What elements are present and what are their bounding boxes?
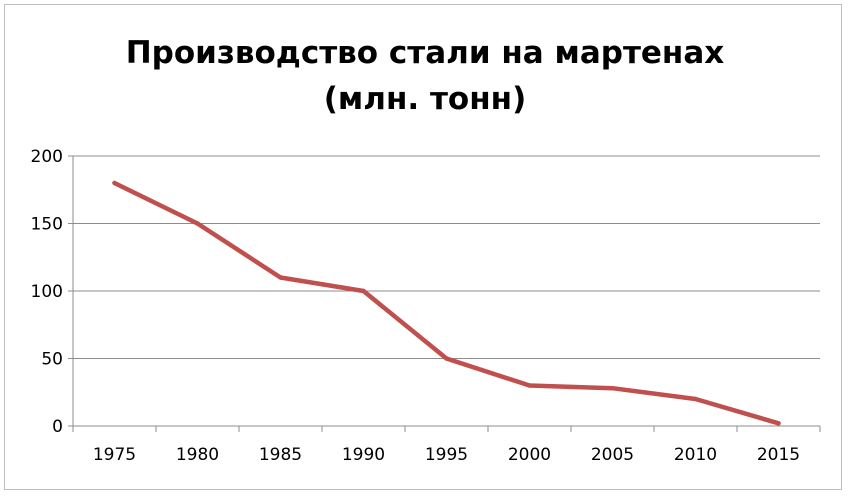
data-point: [527, 383, 532, 388]
chart-frame: [4, 4, 842, 490]
y-tick-label: 100: [31, 282, 63, 302]
chart-title-line-1: Производство стали на мартенах: [125, 35, 725, 71]
x-tick-label: 2005: [591, 445, 634, 465]
data-point: [444, 356, 449, 361]
data-point: [112, 180, 117, 186]
series-group: [112, 180, 781, 426]
data-point: [278, 275, 283, 280]
x-tick-label: 1985: [259, 445, 302, 465]
x-tick-label: 1975: [93, 445, 136, 465]
y-tick-label: 0: [52, 417, 63, 437]
y-tick-label: 50: [41, 350, 63, 370]
series-line-0: [112, 180, 781, 426]
chart-title-line-2: (млн. тонн): [323, 81, 527, 117]
x-tick-label: 2015: [757, 445, 800, 465]
chart-title: Производство стали на мартенах (млн. тон…: [0, 30, 850, 122]
y-tick-label: 200: [31, 147, 63, 167]
data-point: [361, 288, 366, 294]
x-tick-label: 1995: [425, 445, 468, 465]
data-point: [693, 396, 698, 402]
gridlines: [73, 155, 820, 359]
x-tick-label: 2010: [674, 445, 717, 465]
x-tick-label: 1980: [176, 445, 219, 465]
x-axis-ticks: 1975 1980 1985 1990 1995 2000 2005 2010 2015: [72, 426, 821, 465]
data-point: [610, 386, 615, 391]
y-tick-label: 150: [31, 215, 63, 235]
data-point: [195, 221, 200, 226]
x-tick-label: 1990: [342, 445, 385, 465]
y-axis-ticks: 0 50 100 150 200: [31, 147, 73, 437]
data-point: [776, 421, 781, 426]
x-tick-label: 2000: [508, 445, 551, 465]
